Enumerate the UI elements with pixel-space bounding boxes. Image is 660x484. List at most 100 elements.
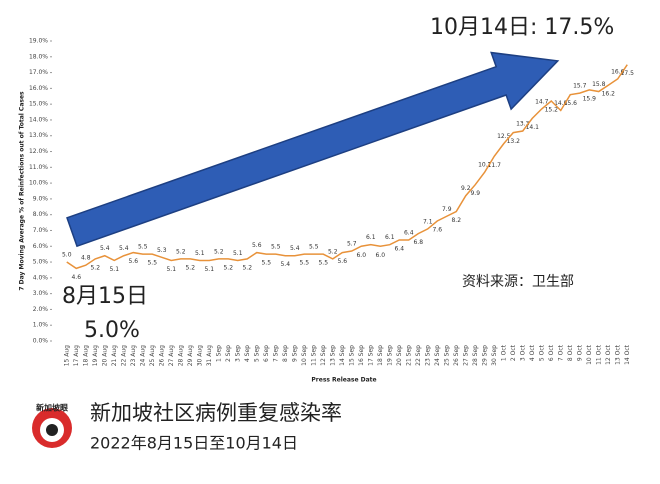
value-label: 14.1: [526, 124, 540, 131]
x-tick-label: 6 Sep: [263, 345, 270, 362]
x-tick-label: 28 Aug: [177, 345, 184, 366]
value-label: 5.7: [347, 241, 357, 248]
annotation: 8月15日: [62, 284, 148, 309]
x-tick-label: 22 Aug: [120, 345, 127, 366]
value-label: 5.2: [176, 248, 186, 255]
y-tick-label: 7.0%: [33, 227, 49, 234]
value-label: 5.6: [337, 258, 347, 265]
x-tick-label: 31 Aug: [206, 345, 213, 366]
value-label: 6.0: [356, 252, 366, 259]
y-tick-label: 18.0%: [29, 53, 48, 60]
x-tick-label: 18 Aug: [82, 345, 89, 366]
y-tick-label: 16.0%: [29, 85, 48, 92]
value-label: 16.2: [602, 91, 616, 98]
x-tick-label: 15 Aug: [63, 345, 70, 366]
x-tick-label: 17 Sep: [367, 345, 374, 366]
x-tick-label: 30 Sep: [491, 345, 498, 366]
value-label: 5.5: [309, 244, 319, 251]
x-tick-label: 21 Sep: [405, 345, 412, 366]
value-label: 7.6: [432, 227, 442, 234]
x-tick-label: 16 Sep: [358, 345, 365, 366]
y-tick-label: 6.0%: [33, 243, 49, 250]
y-tick-label: 3.0%: [33, 290, 49, 297]
value-label: 17.5: [621, 70, 635, 77]
y-tick-label: 8.0%: [33, 211, 49, 218]
value-label: 8.2: [451, 217, 461, 224]
value-label: 12.5: [497, 133, 511, 140]
x-tick-label: 10 Oct: [586, 344, 593, 365]
value-label: 16.6: [611, 68, 625, 75]
x-tick-label: 28 Sep: [472, 345, 479, 366]
x-tick-label: 19 Sep: [386, 345, 393, 366]
annotation: 5.0%: [84, 318, 140, 343]
y-tick-label: 13.0%: [29, 132, 48, 139]
x-tick-label: 23 Aug: [130, 345, 137, 366]
x-tick-label: 2 Sep: [225, 345, 232, 362]
value-label: 13.2: [507, 138, 521, 145]
x-tick-label: 11 Sep: [310, 345, 317, 366]
x-tick-label: 26 Sep: [453, 345, 460, 366]
x-tick-label: 29 Sep: [481, 345, 488, 366]
x-tick-label: 9 Sep: [291, 345, 298, 362]
x-tick-label: 23 Sep: [424, 345, 431, 366]
x-tick-label: 1 Sep: [215, 345, 222, 362]
value-label: 14.7: [535, 98, 549, 105]
x-tick-label: 8 Sep: [282, 345, 289, 362]
x-tick-label: 15 Sep: [348, 345, 355, 366]
x-tick-label: 30 Aug: [196, 345, 203, 366]
value-label: 4.6: [71, 274, 81, 281]
x-tick-label: 24 Aug: [139, 345, 146, 366]
y-tick-label: 11.0%: [29, 164, 48, 171]
x-tick-label: 4 Sep: [244, 345, 251, 362]
y-tick-label: 12.0%: [29, 148, 48, 155]
y-tick-label: 17.0%: [29, 69, 48, 76]
value-label: 5.1: [195, 250, 205, 257]
value-label: 5.6: [128, 258, 138, 265]
value-label: 5.6: [252, 242, 262, 249]
y-tick-label: 1.0%: [33, 322, 49, 329]
x-tick-label: 8 Oct: [567, 344, 574, 361]
y-tick-label: 15.0%: [29, 101, 48, 108]
arrow: [66, 51, 560, 248]
title: 新加坡社区病例重复感染率: [90, 401, 342, 425]
value-label: 5.2: [328, 248, 338, 255]
x-tick-label: 1 Oct: [500, 344, 507, 361]
y-tick-label: 10.0%: [29, 180, 48, 187]
x-tick-label: 27 Sep: [462, 345, 469, 366]
value-label: 5.5: [147, 260, 157, 267]
source: 资料来源：卫生部: [462, 274, 574, 290]
x-tick-label: 5 Oct: [538, 344, 545, 361]
value-label: 6.8: [413, 239, 423, 246]
x-tick-label: 6 Oct: [548, 344, 555, 361]
value-label: 15.8: [592, 81, 606, 88]
value-label: 15.9: [583, 95, 597, 102]
value-label: 15.7: [573, 83, 587, 90]
value-label: 5.1: [204, 266, 214, 273]
value-label: 5.2: [90, 264, 100, 271]
value-label: 5.4: [290, 245, 300, 252]
y-tick-label: 0.0%: [33, 338, 49, 345]
value-label: 5.4: [100, 245, 110, 252]
value-label: 15.6: [564, 100, 578, 107]
value-label: 6.0: [375, 252, 385, 259]
x-tick-label: 21 Aug: [111, 345, 118, 366]
x-tick-label: 4 Oct: [529, 344, 536, 361]
y-tick-label: 2.0%: [33, 306, 49, 313]
x-tick-label: 7 Sep: [272, 345, 279, 362]
x-tick-label: 12 Sep: [320, 345, 327, 366]
x-tick-label: 14 Oct: [624, 344, 631, 365]
x-tick-label: 18 Sep: [377, 345, 384, 366]
x-tick-label: 14 Sep: [339, 345, 346, 366]
value-label: 11.7: [488, 162, 502, 169]
x-tick-label: 26 Aug: [158, 345, 165, 366]
value-label: 5.2: [242, 264, 252, 271]
value-label: 5.5: [261, 260, 271, 267]
value-label: 5.2: [214, 248, 224, 255]
y-axis-label: 7 Day Moving Average % of Reinfections o…: [19, 91, 26, 291]
value-label: 6.1: [385, 234, 395, 241]
value-label: 4.8: [81, 255, 91, 262]
value-label: 5.5: [318, 260, 328, 267]
value-label: 15.2: [545, 107, 559, 114]
value-label: 5.2: [223, 264, 233, 271]
